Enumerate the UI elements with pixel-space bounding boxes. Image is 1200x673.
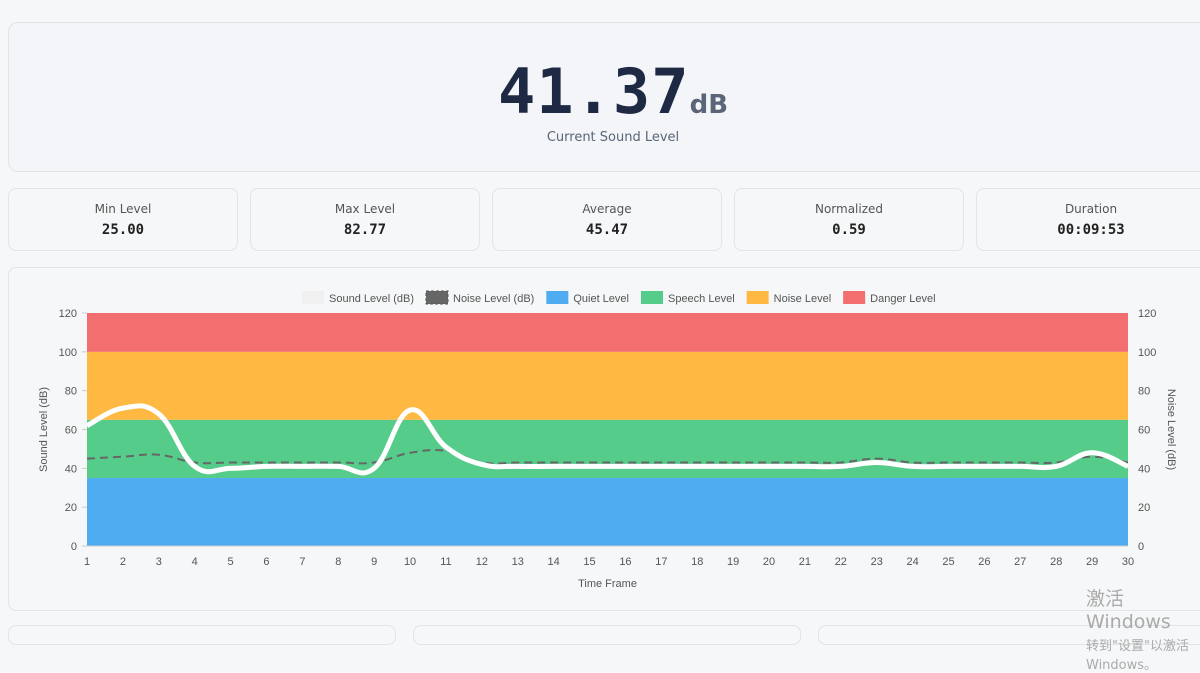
y-tick-label: 60 [65,425,77,437]
y-tick-label: 40 [65,463,77,475]
y-tick-label: 80 [65,386,77,398]
legend-swatch-quiet-level [546,291,569,304]
stat-duration: Duration 00:09:53 [976,188,1200,251]
y-axis-title: Sound Level (dB) [38,387,50,472]
stat-value: 82.77 [343,222,387,238]
x-tick-label: 16 [619,556,631,568]
x-tick-label: 14 [548,556,560,568]
stat-max: Max Level 82.77 [250,188,480,251]
y2-axis-title: Noise Level (dB) [1165,389,1177,470]
stat-label: Duration [1064,202,1118,216]
legend-label-speech-level: Speech Level [668,293,735,305]
x-tick-label: 2 [120,556,126,568]
legend-swatch-noise-level [746,291,769,304]
y2-tick-label: 120 [1138,308,1156,320]
level-number: 41.37 [497,55,690,128]
y2-tick-label: 80 [1138,386,1150,398]
y-tick-label: 0 [71,541,77,553]
y2-tick-label: 20 [1138,502,1150,514]
stat-label: Average [582,202,632,216]
windows-activation-watermark: 激活 Windows 转到"设置"以激活 Windows。 [1086,584,1200,673]
x-tick-label: 4 [192,556,198,568]
current-level-value: 41.37dB [9,55,1200,128]
legend-swatch-sound [302,291,324,304]
x-axis-title: Time Frame [578,578,637,590]
x-tick-label: 28 [1050,556,1062,568]
band-danger-level [87,313,1128,352]
x-tick-label: 7 [299,556,305,568]
y2-tick-label: 100 [1138,347,1156,359]
level-unit: dB [689,90,729,120]
x-tick-label: 17 [655,556,667,568]
legend-label-danger-level: Danger Level [870,293,935,305]
legend-label-quiet-level: Quiet Level [573,293,629,305]
band-noise-level [87,351,1128,420]
legend-swatch-danger-level [843,291,866,304]
x-tick-label: 15 [583,556,595,568]
x-tick-label: 27 [1014,556,1026,568]
x-tick-label: 6 [263,556,269,568]
bottom-card [413,625,801,645]
x-tick-label: 5 [228,556,234,568]
x-tick-label: 10 [404,556,416,568]
noise-level-line [86,449,1129,465]
stat-value: 25.00 [101,222,145,238]
x-tick-label: 22 [835,556,847,568]
stat-value: 45.47 [585,222,629,238]
legend-swatch-noise [425,290,449,305]
x-tick-label: 8 [335,556,341,568]
y-tick-label: 100 [59,347,77,359]
stat-value: 00:09:53 [1057,222,1125,238]
legend-label-noise: Noise Level (dB) [453,293,534,305]
band-quiet-level [87,478,1128,546]
stat-label: Normalized [814,202,884,216]
y2-tick-label: 0 [1138,541,1144,553]
stat-average: Average 45.47 [492,188,722,251]
x-tick-label: 3 [156,556,162,568]
y-tick-label: 20 [65,502,77,514]
x-tick-label: 20 [763,556,775,568]
x-tick-label: 18 [691,556,703,568]
current-level-label: Current Sound Level [546,130,680,145]
x-tick-label: 26 [978,556,990,568]
x-tick-label: 24 [906,556,918,568]
x-tick-label: 29 [1086,556,1098,568]
x-tick-label: 23 [871,556,883,568]
y2-tick-label: 60 [1138,425,1150,437]
x-tick-label: 12 [476,556,488,568]
stat-value: 0.59 [832,222,866,238]
current-level-card: 41.37dB Current Sound Level [8,22,1200,172]
y-tick-label: 120 [59,308,77,320]
y2-tick-label: 40 [1138,463,1150,475]
x-tick-label: 13 [512,556,524,568]
stat-label: Max Level [334,202,396,216]
bottom-card [8,625,396,645]
legend-swatch-speech-level [640,291,663,304]
watermark-line2: 转到"设置"以激活 Windows。 [1086,639,1189,673]
x-tick-label: 19 [727,556,739,568]
stat-normalized: Normalized 0.59 [734,188,964,251]
legend-label-sound: Sound Level (dB) [329,293,414,305]
stat-min: Min Level 25.00 [8,188,238,251]
x-tick-label: 11 [440,556,451,568]
stats-row: Min Level 25.00 Max Level 82.77 Average 45.… [8,188,1200,251]
sound-level-line [85,403,1130,476]
watermark-line1: 激活 Windows [1086,588,1171,633]
stat-label: Min Level [94,202,152,216]
x-tick-label: 30 [1122,556,1134,568]
x-tick-label: 21 [799,556,811,568]
x-tick-label: 25 [942,556,954,568]
x-tick-label: 1 [84,556,90,568]
x-tick-label: 9 [371,556,377,568]
legend-label-noise-level: Noise Level [774,293,831,305]
